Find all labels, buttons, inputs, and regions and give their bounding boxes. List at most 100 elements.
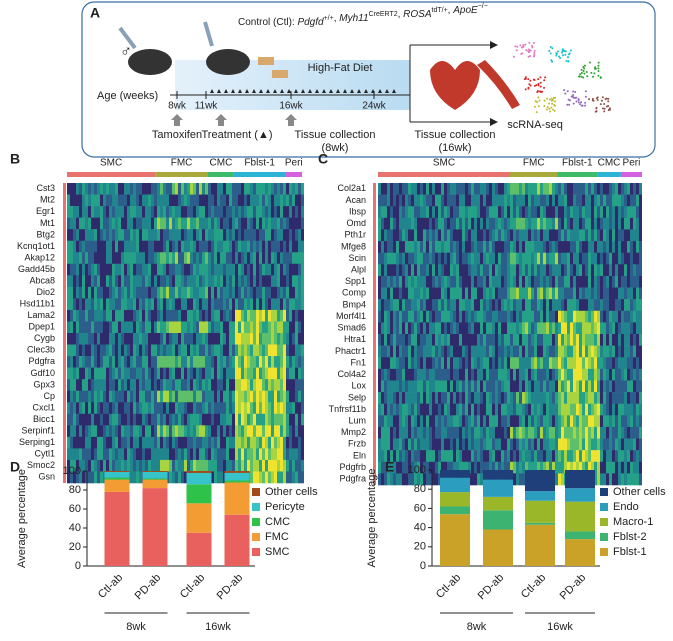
heat-cell [76, 240, 79, 253]
heat-cell [597, 334, 600, 346]
heat-cell [519, 241, 522, 253]
heat-cell [226, 413, 229, 426]
heat-cell [564, 415, 567, 428]
heat-cell [438, 287, 441, 300]
heat-cell [88, 206, 91, 218]
heat-cell [639, 345, 642, 358]
heat-cell [118, 436, 121, 449]
heat-cell [618, 392, 621, 404]
bar-segment [565, 470, 595, 489]
heat-cell [202, 333, 205, 345]
heat-cell [85, 240, 88, 253]
heat-cell [540, 322, 543, 335]
heat-cell [441, 229, 444, 242]
heat-cell [390, 275, 393, 288]
heat-cell [265, 252, 268, 265]
heat-cell [567, 357, 570, 370]
heat-cell [145, 217, 148, 230]
heat-cell [172, 275, 175, 288]
bar-segment [525, 491, 555, 501]
gene-label: Lum [348, 415, 366, 425]
heat-cell [301, 356, 304, 368]
heat-cell [474, 438, 477, 451]
heat-cell [112, 275, 115, 288]
bar-segment [525, 500, 555, 523]
heat-cell [381, 287, 384, 300]
heat-cell [450, 264, 453, 277]
treatment-marker [273, 89, 277, 93]
heat-cell [196, 379, 199, 391]
heat-cell [477, 345, 480, 358]
heat-cell [220, 379, 223, 391]
heat-cell [624, 310, 627, 323]
umap-dot [521, 52, 524, 55]
heat-cell [196, 344, 199, 357]
heat-cell [618, 229, 621, 242]
heat-cell [196, 229, 199, 241]
heat-cell [250, 436, 253, 449]
heat-cell [543, 217, 546, 230]
heat-cell [106, 321, 109, 334]
heat-cell [226, 379, 229, 391]
heat-cell [504, 275, 507, 288]
heat-cell [271, 344, 274, 357]
heat-cell [531, 450, 534, 463]
heat-cell [178, 356, 181, 368]
heat-cell [576, 183, 579, 195]
umap-dot [583, 67, 586, 70]
heat-cell [579, 415, 582, 428]
heat-cell [136, 252, 139, 265]
heat-cell [600, 392, 603, 404]
heat-cell [564, 392, 567, 404]
heat-cell [474, 310, 477, 323]
heat-cell [277, 402, 280, 415]
heat-cell [591, 252, 594, 265]
heat-cell [378, 426, 381, 439]
heat-cell [555, 241, 558, 253]
heat-cell [118, 413, 121, 426]
heat-cell [633, 461, 636, 474]
heat-cell [558, 229, 561, 242]
heat-cell [426, 310, 429, 323]
heat-cell [405, 194, 408, 207]
heat-cell [549, 450, 552, 463]
heat-cell [474, 322, 477, 335]
heat-cell [118, 367, 121, 380]
heat-cell [103, 321, 106, 334]
heat-cell [420, 241, 423, 253]
heat-cell [76, 459, 79, 472]
heat-cell [480, 252, 483, 265]
heat-cell [516, 415, 519, 428]
heat-cell [133, 206, 136, 218]
heat-cell [145, 286, 148, 299]
heat-cell [118, 425, 121, 438]
heat-cell [235, 263, 238, 276]
heat-cell [573, 461, 576, 474]
heat-cell [103, 217, 106, 230]
heat-cell [106, 229, 109, 241]
heat-cell [432, 194, 435, 207]
heat-cell [513, 194, 516, 207]
heat-cell [289, 309, 292, 322]
heat-cell [426, 450, 429, 463]
heat-cell [190, 217, 193, 230]
heat-cell [432, 415, 435, 428]
heat-cell [196, 298, 199, 311]
heat-cell [256, 379, 259, 391]
heat-cell [70, 367, 73, 380]
heat-cell [381, 380, 384, 393]
heat-cell [115, 252, 118, 265]
heat-cell [456, 275, 459, 288]
heat-cell [295, 413, 298, 426]
heat-cell [489, 264, 492, 277]
heat-cell [612, 217, 615, 230]
heat-cell [142, 459, 145, 472]
heat-cell [465, 368, 468, 381]
heat-cell [109, 390, 112, 403]
heat-cell [115, 367, 118, 380]
heat-cell [238, 390, 241, 403]
heat-cell [615, 415, 618, 428]
heat-cell [567, 345, 570, 358]
heat-cell [163, 275, 166, 288]
heat-cell [573, 426, 576, 439]
